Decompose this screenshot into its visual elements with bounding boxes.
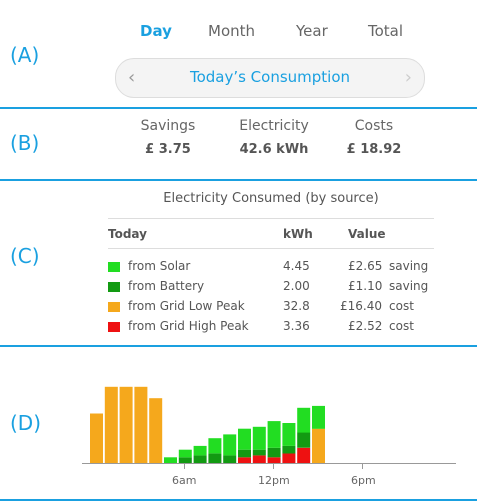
- row-value: £16.40: [340, 299, 382, 313]
- bar-segment: [90, 413, 103, 463]
- period-tabs: Day Month Year Total: [110, 22, 440, 44]
- legend-swatch: [108, 322, 120, 332]
- bar-segment: [223, 434, 237, 456]
- legend-swatch: [108, 302, 120, 312]
- bar-segment: [238, 457, 251, 463]
- row-kwh: 2.00: [283, 279, 310, 293]
- electricity-stat: Electricity 42.6 kWh: [219, 118, 329, 157]
- chevron-right-icon[interactable]: ›: [404, 67, 412, 88]
- bar-segment: [252, 426, 266, 450]
- tab-year[interactable]: Year: [296, 22, 328, 40]
- period-pager: ‹ Today’s Consumption ›: [115, 58, 425, 98]
- bar-segment: [208, 438, 222, 454]
- bar-segment: [312, 428, 325, 463]
- costs-value: £ 18.92: [346, 142, 402, 157]
- costs-label: Costs: [354, 118, 394, 134]
- section-divider: [0, 107, 477, 109]
- table-row: from Battery 2.00 £1.10 saving: [108, 279, 434, 297]
- bar-segment: [297, 407, 311, 433]
- x-axis: [82, 463, 456, 464]
- row-source: from Solar: [128, 259, 191, 273]
- x-tick: [362, 464, 363, 469]
- bar-segment: [238, 449, 251, 458]
- bar-segment: [282, 445, 296, 454]
- header-kwh: kWh: [283, 227, 313, 241]
- bar-segment: [178, 449, 192, 458]
- bar-segment: [119, 386, 133, 463]
- row-type: cost: [389, 299, 414, 313]
- header-value: Value: [348, 227, 386, 241]
- table-divider: [108, 248, 434, 249]
- table-row: from Grid Low Peak 32.8 £16.40 cost: [108, 299, 434, 317]
- section-label-b: (B): [10, 131, 40, 155]
- bar-segment: [178, 457, 192, 463]
- row-source: from Grid High Peak: [128, 319, 249, 333]
- bar-segment: [282, 453, 296, 463]
- row-source: from Battery: [128, 279, 205, 293]
- row-value: £2.52: [348, 319, 383, 333]
- bar-segment: [223, 455, 237, 463]
- section-divider: [0, 345, 477, 347]
- x-tick: [273, 464, 274, 469]
- bar-segment: [312, 405, 325, 429]
- electricity-label: Electricity: [239, 118, 309, 134]
- x-tick-label: 6am: [172, 474, 197, 487]
- bar-segment: [149, 398, 163, 463]
- chevron-left-icon[interactable]: ‹: [128, 67, 136, 88]
- tab-total[interactable]: Total: [368, 22, 404, 40]
- row-kwh: 32.8: [283, 299, 310, 313]
- pager-title: Today’s Consumption: [189, 68, 351, 86]
- tab-month[interactable]: Month: [208, 22, 256, 40]
- header-today: Today: [108, 227, 147, 241]
- bar-segment: [134, 386, 148, 463]
- bar-segment: [297, 447, 311, 463]
- section-divider: [0, 499, 477, 501]
- bar-segment: [252, 455, 266, 463]
- legend-swatch: [108, 262, 120, 272]
- table-divider: [108, 218, 434, 219]
- section-label-c: (C): [10, 244, 40, 268]
- row-source: from Grid Low Peak: [128, 299, 245, 313]
- savings-value: £ 3.75: [145, 142, 191, 157]
- section-label-a: (A): [10, 43, 40, 67]
- bar-segment: [267, 457, 281, 463]
- bar-segment: [104, 386, 118, 463]
- bar-segment: [267, 421, 281, 448]
- costs-stat: Costs £ 18.92: [319, 118, 429, 157]
- legend-swatch: [108, 282, 120, 292]
- table-row: from Solar 4.45 £2.65 saving: [108, 259, 434, 277]
- tab-day[interactable]: Day: [140, 22, 172, 40]
- bar-segment: [164, 457, 177, 463]
- section-label-d: (D): [10, 411, 42, 435]
- table-title: Electricity Consumed (by source): [163, 191, 379, 206]
- x-tick-label: 6pm: [351, 474, 376, 487]
- x-tick-label: 12pm: [258, 474, 290, 487]
- row-type: cost: [389, 319, 414, 333]
- row-value: £1.10: [348, 279, 383, 293]
- row-kwh: 3.36: [283, 319, 310, 333]
- row-type: saving: [389, 259, 429, 273]
- electricity-value: 42.6 kWh: [239, 142, 309, 157]
- bar-segment: [193, 455, 207, 463]
- table-row: from Grid High Peak 3.36 £2.52 cost: [108, 319, 434, 337]
- bar-segment: [193, 445, 207, 456]
- row-type: saving: [389, 279, 429, 293]
- savings-label: Savings: [140, 118, 196, 134]
- bar-segment: [282, 423, 296, 446]
- section-divider: [0, 179, 477, 181]
- bar-segment: [208, 453, 222, 463]
- x-tick: [184, 464, 185, 469]
- bar-segment: [238, 428, 251, 450]
- row-value: £2.65: [348, 259, 383, 273]
- savings-stat: Savings £ 3.75: [113, 118, 223, 157]
- bar-segment: [252, 449, 266, 456]
- bar-segment: [267, 447, 281, 458]
- row-kwh: 4.45: [283, 259, 310, 273]
- bar-segment: [297, 432, 311, 448]
